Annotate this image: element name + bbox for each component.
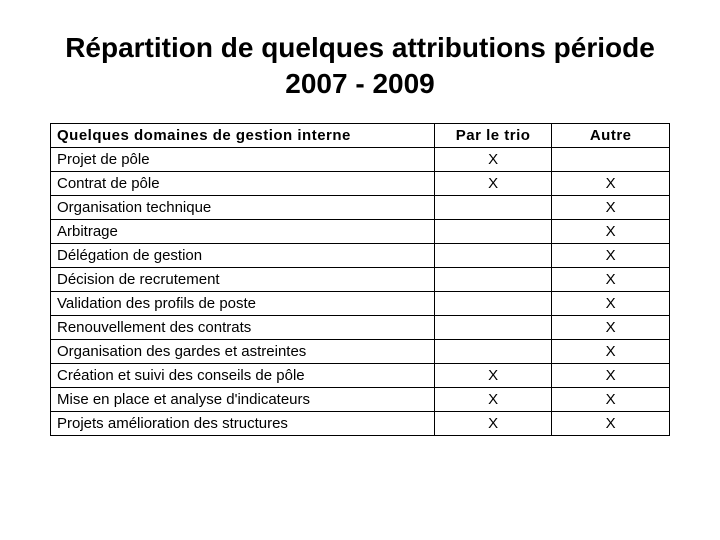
- attribution-table: Quelques domaines de gestion interne Par…: [50, 123, 670, 436]
- row-label: Arbitrage: [51, 219, 435, 243]
- row-autre: X: [552, 291, 670, 315]
- row-trio: [434, 339, 552, 363]
- row-label: Renouvellement des contrats: [51, 315, 435, 339]
- page-title: Répartition de quelques attributions pér…: [50, 30, 670, 103]
- row-label: Validation des profils de poste: [51, 291, 435, 315]
- row-autre: X: [552, 387, 670, 411]
- row-trio: [434, 195, 552, 219]
- row-autre: X: [552, 195, 670, 219]
- row-label: Organisation technique: [51, 195, 435, 219]
- table-row: Validation des profils de poste X: [51, 291, 670, 315]
- row-trio: [434, 219, 552, 243]
- row-autre: X: [552, 315, 670, 339]
- row-trio: X: [434, 147, 552, 171]
- table-row: Mise en place et analyse d'indicateursXX: [51, 387, 670, 411]
- row-trio: X: [434, 171, 552, 195]
- table-row: Organisation des gardes et astreintes X: [51, 339, 670, 363]
- row-autre: X: [552, 243, 670, 267]
- row-label: Mise en place et analyse d'indicateurs: [51, 387, 435, 411]
- table-row: Création et suivi des conseils de pôleXX: [51, 363, 670, 387]
- row-trio: [434, 291, 552, 315]
- table-row: Contrat de pôleXX: [51, 171, 670, 195]
- row-autre: X: [552, 219, 670, 243]
- row-label: Projet de pôle: [51, 147, 435, 171]
- row-autre: [552, 147, 670, 171]
- row-autre: X: [552, 171, 670, 195]
- table-row: Arbitrage X: [51, 219, 670, 243]
- row-trio: [434, 315, 552, 339]
- col-header-autre: Autre: [552, 123, 670, 147]
- row-autre: X: [552, 339, 670, 363]
- row-trio: X: [434, 387, 552, 411]
- col-header-domain: Quelques domaines de gestion interne: [51, 123, 435, 147]
- table-row: Renouvellement des contrats X: [51, 315, 670, 339]
- row-label: Organisation des gardes et astreintes: [51, 339, 435, 363]
- col-header-trio: Par le trio: [434, 123, 552, 147]
- table-row: Décision de recrutement X: [51, 267, 670, 291]
- row-label: Délégation de gestion: [51, 243, 435, 267]
- row-label: Création et suivi des conseils de pôle: [51, 363, 435, 387]
- row-trio: X: [434, 411, 552, 435]
- row-label: Contrat de pôle: [51, 171, 435, 195]
- row-trio: X: [434, 363, 552, 387]
- row-label: Projets amélioration des structures: [51, 411, 435, 435]
- row-trio: [434, 243, 552, 267]
- row-autre: X: [552, 363, 670, 387]
- table-row: Organisation technique X: [51, 195, 670, 219]
- row-autre: X: [552, 267, 670, 291]
- row-trio: [434, 267, 552, 291]
- table-row: Projets amélioration des structuresXX: [51, 411, 670, 435]
- row-label: Décision de recrutement: [51, 267, 435, 291]
- row-autre: X: [552, 411, 670, 435]
- table-header-row: Quelques domaines de gestion interne Par…: [51, 123, 670, 147]
- table-row: Délégation de gestion X: [51, 243, 670, 267]
- table-row: Projet de pôleX: [51, 147, 670, 171]
